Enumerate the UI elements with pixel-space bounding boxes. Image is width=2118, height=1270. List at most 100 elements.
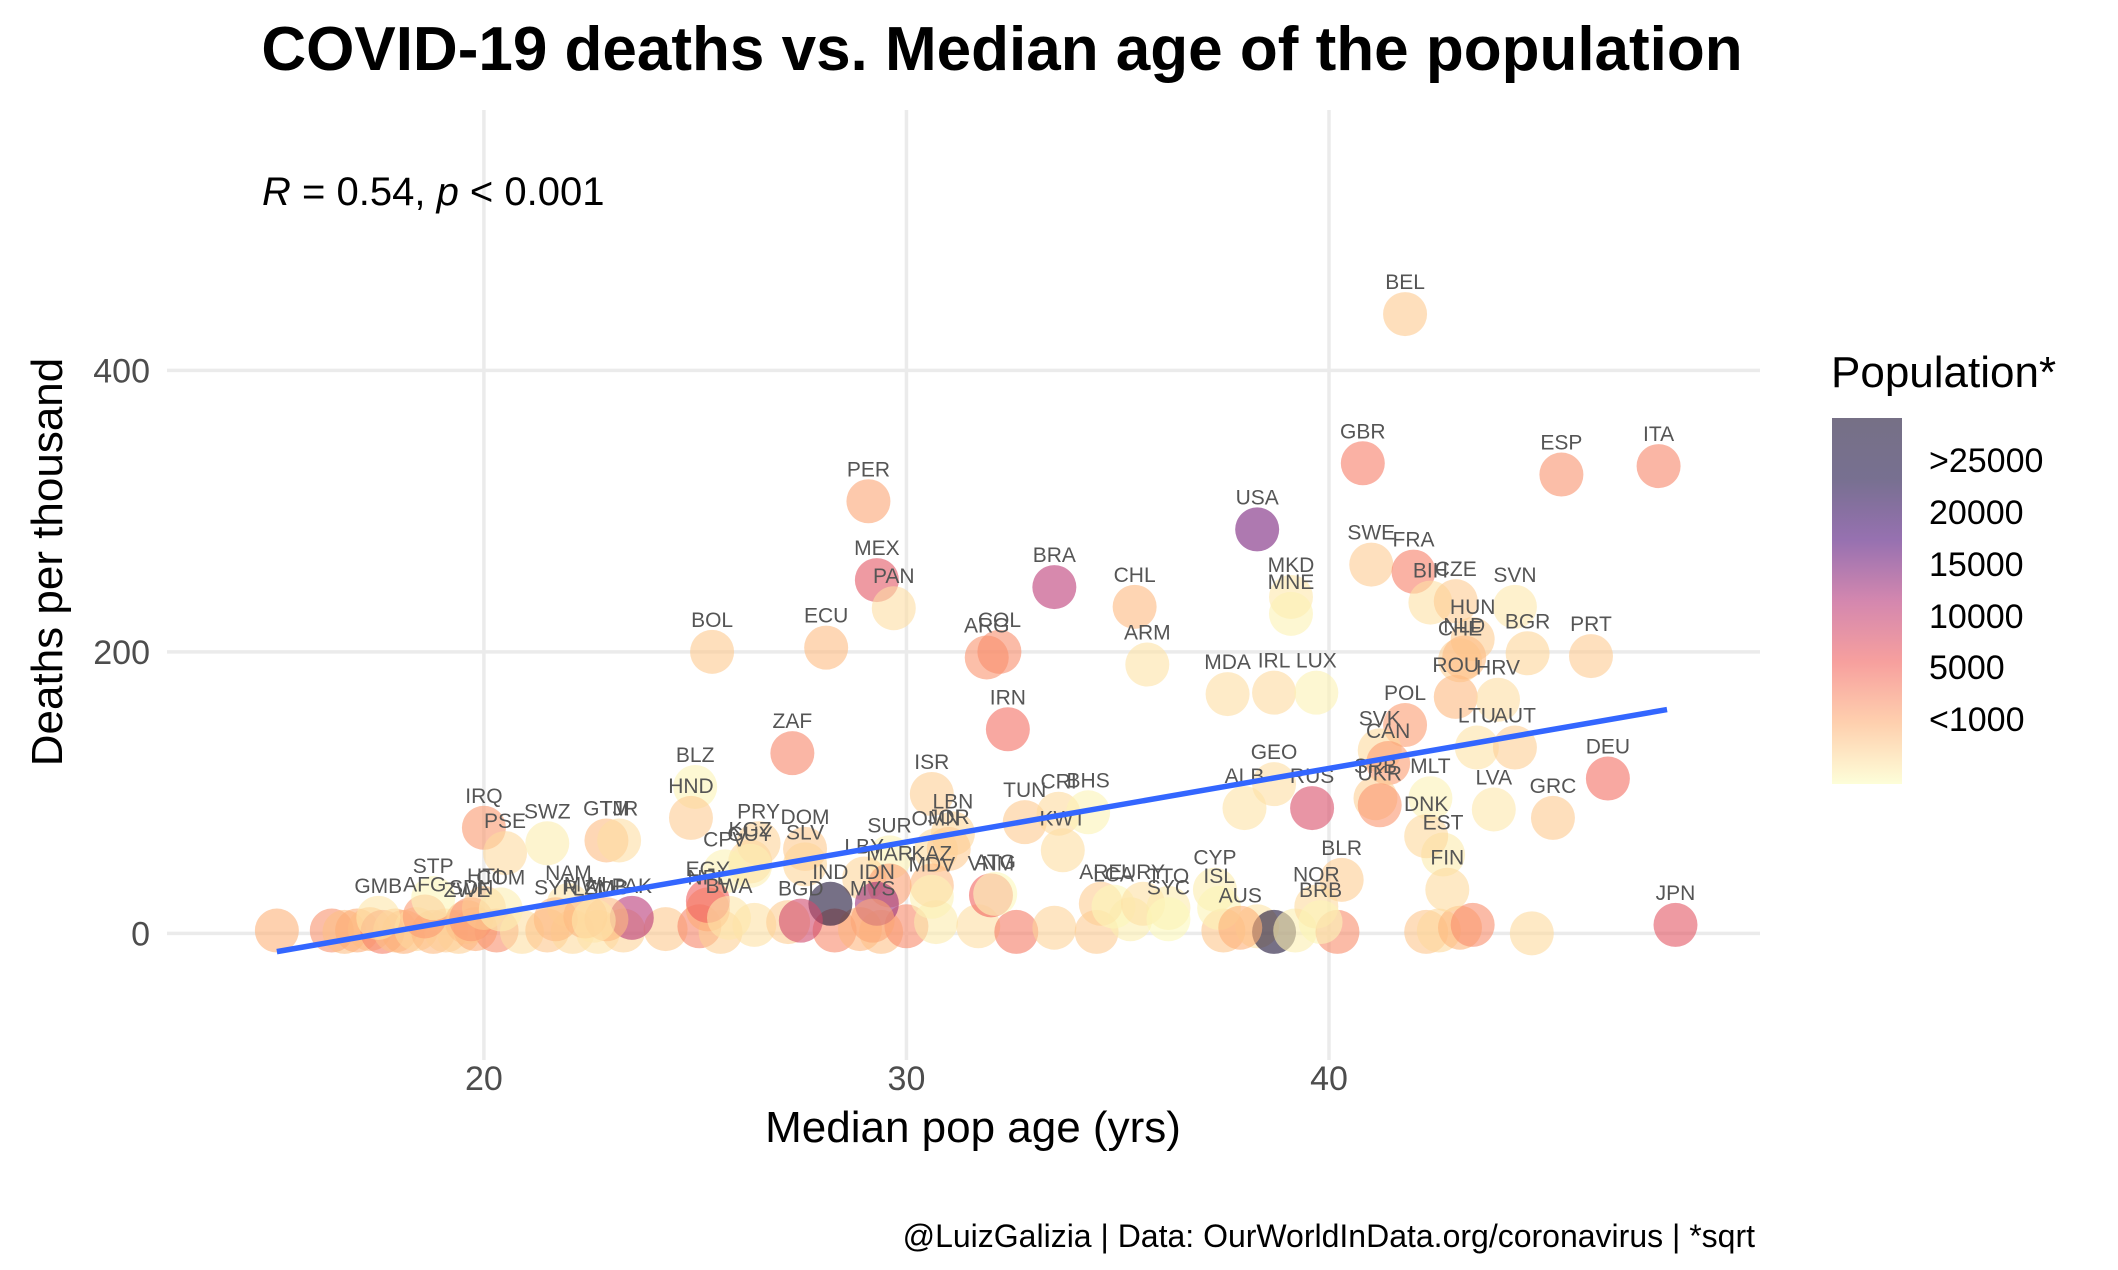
point-label-nld: NLD	[1443, 614, 1485, 637]
point-label-hun: HUN	[1450, 596, 1496, 619]
y-tick-label: 400	[93, 352, 150, 390]
point-label-jpn: JPN	[1656, 882, 1696, 905]
data-point-ecu	[804, 625, 849, 670]
data-point-mlt	[1408, 776, 1453, 821]
point-label-atg: ATG	[974, 851, 1016, 874]
point-label-mlt: MLT	[1410, 755, 1451, 778]
y-tick-label: 200	[93, 634, 150, 672]
data-point-swz	[525, 821, 570, 866]
point-label-grc: GRC	[1530, 775, 1577, 798]
point-label-irn: IRN	[990, 686, 1026, 709]
point-label-afg: AFG	[403, 873, 446, 896]
regression-line	[276, 706, 1668, 955]
data-point-gbr	[1340, 441, 1385, 486]
point-label-usa: USA	[1236, 486, 1279, 509]
point-label-lux: LUX	[1296, 650, 1337, 673]
data-point-isr	[909, 772, 954, 816]
point-label-stp: STP	[413, 855, 454, 878]
data-point-nld	[1442, 635, 1487, 680]
point-label-zaf: ZAF	[773, 710, 813, 733]
point-label-chl: CHL	[1114, 564, 1156, 587]
stat-r-value: = 0.54,	[291, 170, 437, 214]
data-point-bel	[1383, 292, 1428, 337]
point-label-mda: MDA	[1204, 651, 1251, 674]
point-label-lva: LVA	[1476, 766, 1513, 789]
data-point-prt	[1568, 634, 1613, 679]
data-point-bra	[1032, 565, 1077, 610]
point-label-mdv: MDV	[908, 854, 955, 877]
point-label-mkd: MKD	[1268, 554, 1315, 577]
point-label-dom: DOM	[781, 806, 830, 829]
data-point-kwt	[1040, 828, 1085, 873]
point-label-che: CHE	[1438, 617, 1482, 640]
point-label-pol: POL	[1384, 682, 1426, 705]
point-label-gtm: GTM	[583, 797, 630, 820]
data-point-bwa	[706, 895, 751, 940]
data-point-alb	[1222, 786, 1267, 831]
data-point-esp	[1539, 452, 1584, 497]
data-point-lux	[1294, 670, 1339, 715]
data-point-lva	[1471, 787, 1516, 832]
data-point-chl	[1112, 584, 1157, 629]
point-label-cri: CRI	[1040, 771, 1076, 794]
point-label-dnk: DNK	[1404, 793, 1448, 816]
point-label-hnd: HND	[668, 775, 714, 798]
legend-label: 10000	[1929, 598, 2024, 636]
point-label-bih: BIH	[1413, 560, 1448, 583]
point-label-slv: SLV	[786, 821, 824, 844]
point-label-pse: PSE	[484, 810, 526, 833]
point-label-kaz: KAZ	[911, 842, 952, 865]
data-point-rou	[1433, 674, 1478, 719]
data-point-jpn	[1653, 902, 1698, 947]
data-point-deu	[1585, 756, 1630, 801]
point-label-kgz: KGZ	[729, 819, 772, 842]
point-label-prt: PRT	[1570, 613, 1612, 636]
data-point	[1509, 911, 1554, 956]
data-point-usa	[1235, 507, 1280, 552]
data-point-syc	[1146, 897, 1191, 942]
data-point-bol	[690, 629, 735, 674]
legend-label: 20000	[1929, 494, 2024, 532]
data-point-grc	[1530, 795, 1575, 840]
data-point-bgd	[778, 898, 823, 943]
point-label-per: PER	[847, 458, 890, 481]
y-tick-label: 0	[131, 915, 150, 953]
point-label-irq: IRQ	[465, 785, 502, 808]
data-point-geo	[1252, 762, 1297, 807]
data-point-hnd	[668, 795, 713, 840]
point-label-mwi: MWI	[564, 873, 607, 896]
data-point-ita	[1636, 444, 1681, 489]
legend-label: >25000	[1929, 442, 2043, 480]
point-label-arg: ARG	[964, 614, 1010, 637]
data-point-col	[977, 629, 1022, 674]
point-label-pry: PRY	[737, 800, 780, 823]
point-label-omn: OMN	[912, 807, 961, 830]
point-label-blr: BLR	[1321, 837, 1362, 860]
point-label-isr: ISR	[914, 751, 949, 774]
data-point-cze	[1433, 579, 1478, 624]
point-label-swz: SWZ	[524, 800, 571, 823]
point-label-cze: CZE	[1435, 558, 1477, 581]
point-label-ltu: LTU	[1458, 705, 1496, 728]
point-label-gmb: GMB	[354, 875, 402, 898]
data-point-arm	[1125, 642, 1170, 687]
data-point-atg	[973, 871, 1018, 916]
point-label-can: CAN	[1366, 720, 1410, 743]
point-label-zwe: ZWE	[444, 879, 491, 902]
data-point	[643, 907, 688, 952]
data-point-com	[478, 887, 523, 932]
data-point	[1032, 905, 1077, 950]
data-point-mys	[850, 898, 895, 943]
point-label-swe: SWE	[1347, 522, 1395, 545]
legend-label: 15000	[1929, 546, 2024, 584]
point-label-sur: SUR	[867, 814, 911, 837]
data-point-per	[846, 479, 891, 524]
point-label-gbr: GBR	[1340, 420, 1386, 443]
data-point-dnk	[1404, 814, 1449, 859]
point-label-tun: TUN	[1003, 779, 1046, 802]
data-point-irl	[1252, 670, 1297, 715]
point-label-sdn: SDN	[449, 876, 493, 899]
data-point-gmb	[356, 895, 401, 940]
